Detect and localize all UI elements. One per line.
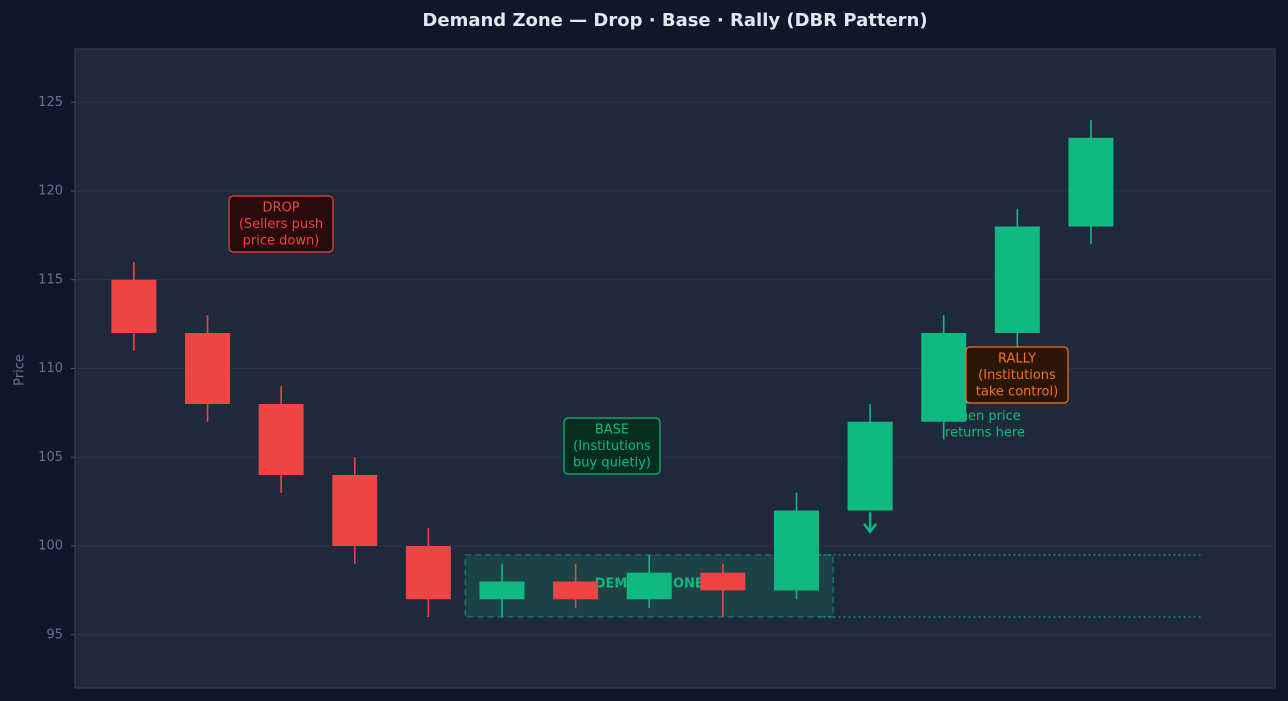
annotation-text: (Sellers push [239,217,323,232]
annotation-text: BASE [595,423,629,438]
annotation-text: take control) [976,385,1058,400]
annotation: DROP(Sellers push price down) [228,195,334,253]
candle-body [332,475,378,546]
annotation-box [563,417,661,475]
annotation: RALLY(Institutions take control) [965,346,1069,404]
candle-body [258,404,304,475]
entry-note: returns here [945,426,1025,441]
y-tick-label: 125 [38,95,63,110]
entry-note: when price [949,409,1021,424]
annotation-text: (Institutions [573,439,651,454]
entry-arrow-head [863,523,878,534]
y-tick-label: 110 [38,361,63,376]
candle-body [479,581,525,600]
candle-body [994,226,1040,333]
y-tick-label: 105 [38,450,63,465]
y-tick-label: 115 [38,272,63,287]
candle-body [700,572,746,591]
annotation-text: buy quietly) [573,456,651,471]
candle-body [626,572,672,600]
candle-body [847,421,893,511]
annotation-box [965,346,1069,404]
candle-body [921,333,967,422]
y-axis-label: Price [13,354,28,386]
candle-body [553,581,599,600]
y-tick-label: 95 [46,627,63,642]
annotation-text: (Institutions [978,368,1056,383]
chart-title: Demand Zone — Drop · Base · Rally (DBR P… [422,10,927,31]
annotation-text: RALLY [998,352,1036,367]
annotation-text: price down) [243,234,320,249]
y-tick-label: 100 [38,539,63,554]
annotation-box [228,195,334,253]
candle-body [185,333,231,404]
annotation-text: DROP [262,201,299,216]
candle-body [111,279,157,333]
candle-body [405,546,451,600]
candle-body [773,510,819,591]
candle-body [1068,137,1114,227]
y-tick-label: 120 [38,184,63,199]
annotation: BASE(Institutions buy quietly) [563,417,661,475]
